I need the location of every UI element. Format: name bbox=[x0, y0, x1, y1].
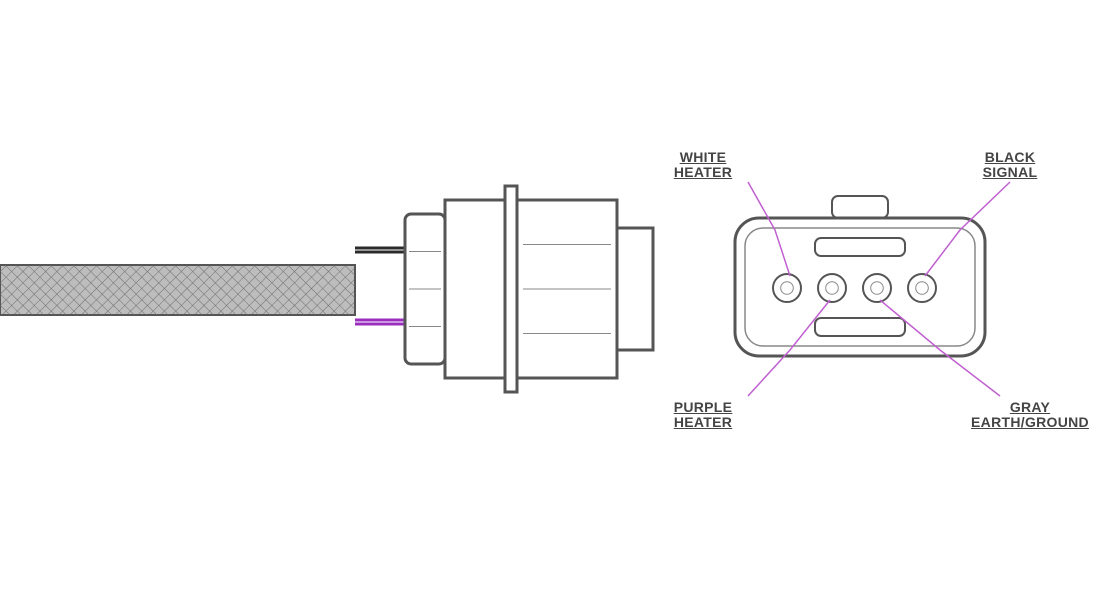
connector-slot-top bbox=[815, 238, 905, 256]
label-white-heater: WHITEHEATER bbox=[643, 150, 763, 179]
label-purple-heater-line1: PURPLE bbox=[643, 400, 763, 415]
connector-latch-tab bbox=[832, 196, 888, 218]
side-view bbox=[0, 186, 653, 392]
label-black-signal-line2: SIGNAL bbox=[950, 165, 1070, 180]
connector-flange bbox=[505, 186, 517, 392]
connector-pin1 bbox=[773, 274, 801, 302]
connector-pin4 bbox=[908, 274, 936, 302]
connector-slot-bottom bbox=[815, 318, 905, 336]
label-black-signal-line1: BLACK bbox=[950, 150, 1070, 165]
front-view bbox=[735, 196, 985, 356]
label-black-signal: BLACKSIGNAL bbox=[950, 150, 1070, 179]
diagram-svg bbox=[0, 0, 1100, 615]
connector-pin3 bbox=[863, 274, 891, 302]
label-gray-earth-ground-line1: GRAY bbox=[970, 400, 1090, 415]
connector-nose bbox=[617, 228, 653, 350]
cable-sheath-hatch2 bbox=[0, 265, 355, 315]
label-white-heater-line2: HEATER bbox=[643, 165, 763, 180]
label-purple-heater: PURPLEHEATER bbox=[643, 400, 763, 429]
connector-mid-block bbox=[445, 200, 505, 378]
label-gray-earth-ground: GRAYEARTH/GROUND bbox=[970, 400, 1090, 429]
label-gray-earth-ground-line2: EARTH/GROUND bbox=[970, 415, 1090, 430]
diagram-root: WHITEHEATERBLACKSIGNALPURPLEHEATERGRAYEA… bbox=[0, 0, 1100, 615]
label-white-heater-line1: WHITE bbox=[643, 150, 763, 165]
label-purple-heater-line2: HEATER bbox=[643, 415, 763, 430]
connector-pin2 bbox=[818, 274, 846, 302]
